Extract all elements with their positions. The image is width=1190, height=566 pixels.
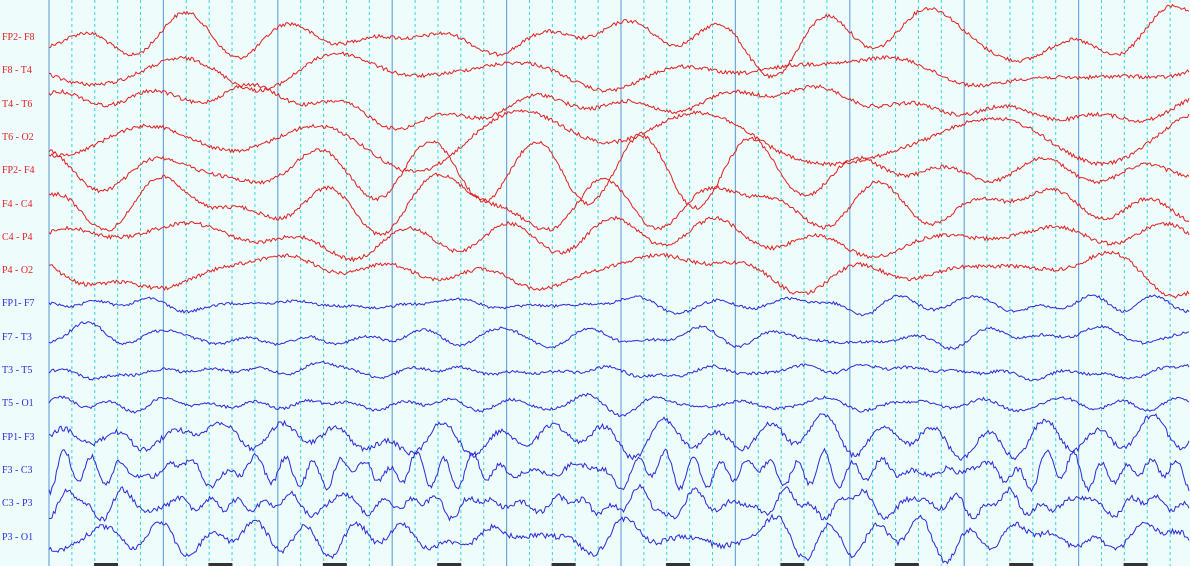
eeg-trace (48, 82, 1190, 131)
time-axis-tick (894, 563, 919, 566)
channel-label: P4 - O2 (2, 265, 34, 277)
channel-label: C3 - P3 (2, 498, 33, 510)
channel-label: F3 - C3 (2, 464, 33, 476)
channel-label: C4 - P4 (2, 231, 33, 243)
time-axis-tick (322, 563, 347, 566)
eeg-trace (48, 360, 1190, 382)
eeg-trace (48, 392, 1190, 418)
channel-label: T4 - T6 (2, 98, 33, 110)
time-axis-tick (551, 563, 576, 566)
time-axis-tick (94, 563, 118, 566)
time-axis-tick (666, 563, 690, 566)
eeg-trace (48, 51, 1190, 93)
eeg-trace (48, 133, 1190, 210)
time-axis-tick (1009, 563, 1034, 566)
channel-label-column: FP2- F8 F8 - T4 T4 - T6 T6 - O2 FP2- F4 F4 - … (0, 0, 48, 566)
channel-label: FP1- F7 (2, 298, 35, 310)
eeg-trace (48, 447, 1190, 496)
eeg-trace (48, 413, 1190, 462)
eeg-trace (48, 321, 1190, 351)
time-axis-tick (208, 563, 233, 566)
eeg-trace (48, 483, 1190, 522)
channel-label: F4 - C4 (2, 198, 33, 210)
time-axis-tick (780, 563, 805, 566)
channel-label: P3 - O1 (2, 531, 34, 543)
eeg-trace (48, 3, 1190, 80)
channel-label: T5 - O1 (2, 398, 34, 410)
channel-label: T6 - O2 (2, 131, 34, 143)
channel-label: FP2- F8 (2, 32, 35, 43)
channel-label: F8 - T4 (2, 65, 32, 77)
eeg-trace (48, 513, 1190, 565)
eeg-trace (48, 108, 1190, 173)
channel-label: T3 - T5 (2, 365, 33, 376)
eeg-trace (48, 294, 1190, 317)
channel-label: F7 - T3 (2, 331, 32, 343)
channel-label: FP1- F3 (2, 431, 35, 443)
time-axis-tick (1123, 563, 1148, 566)
eeg-trace (49, 250, 1190, 299)
channel-label: FP2- F4 (2, 165, 35, 177)
time-axis-tick (437, 563, 462, 566)
eeg-trace (48, 215, 1190, 263)
eeg-trace (48, 172, 1190, 237)
